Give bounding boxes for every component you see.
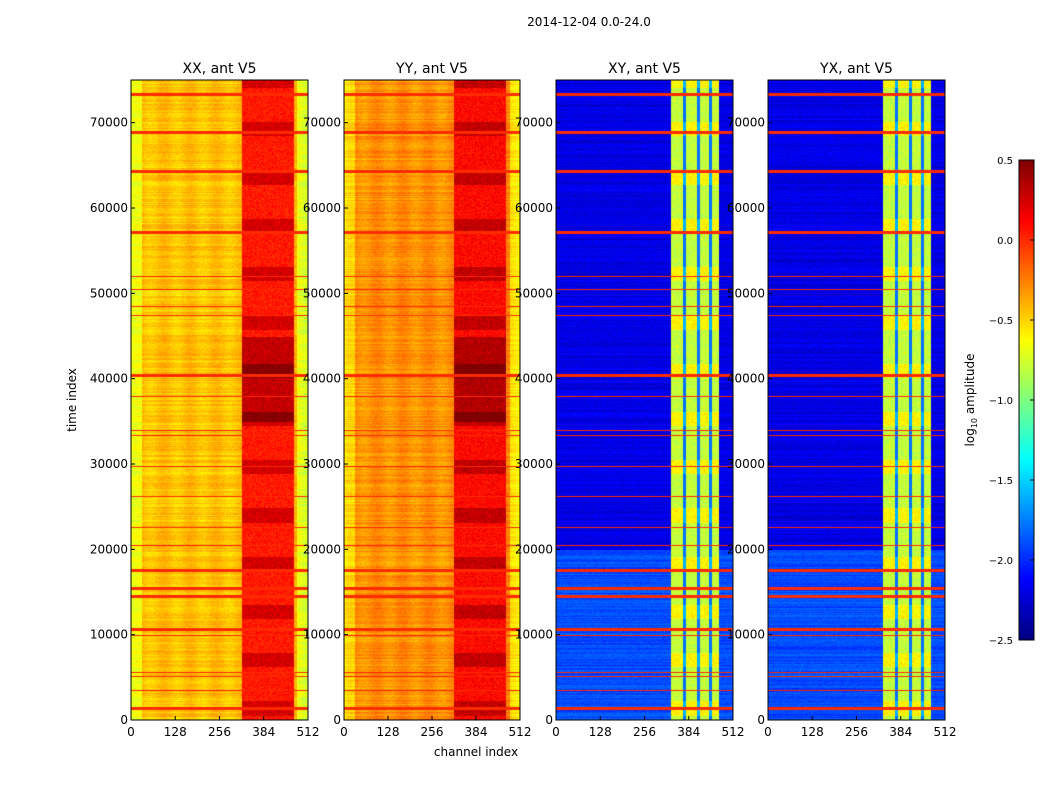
y-tick-label: 0 [120,713,128,727]
colorbar-tick-label: −2.0 [989,556,1013,567]
panel-title: YX, ant V5 [819,61,893,77]
axes-frame [767,79,946,721]
figure-suptitle: 2014-12-04 0.0-24.0 [527,15,651,29]
x-tick-label: 256 [845,725,868,739]
heatmap-xx [131,80,308,720]
panel-title: YY, ant V5 [395,61,468,77]
y-tick-label: 0 [545,713,553,727]
x-tick-label: 0 [127,725,135,739]
y-tick-label: 60000 [727,201,765,215]
x-tick-label: 384 [889,725,912,739]
y-tick-label: 50000 [727,286,765,300]
y-tick-label: 30000 [727,457,765,471]
x-tick-label: 384 [465,725,488,739]
colorbar-tick-label: −0.5 [989,316,1013,327]
axes-frame [130,79,309,721]
y-tick-label: 60000 [303,201,341,215]
y-tick-label: 20000 [727,542,765,556]
y-tick-label: 60000 [90,201,128,215]
x-tick-label: 128 [377,725,400,739]
x-tick-label: 128 [589,725,612,739]
x-tick-label: 512 [297,725,320,739]
colorbar-label: log10 amplitude [963,354,979,447]
axes-frame [343,79,521,721]
x-tick-label: 512 [509,725,532,739]
x-axis-label: channel index [434,745,518,759]
y-tick-label: 70000 [303,116,341,130]
y-tick-label: 30000 [515,457,553,471]
y-tick-label: 70000 [727,116,765,130]
x-tick-label: 256 [633,725,656,739]
y-tick-label: 10000 [90,628,128,642]
y-tick-label: 40000 [515,372,553,386]
x-tick-label: 0 [340,725,348,739]
y-tick-label: 30000 [303,457,341,471]
panel-title: XY, ant V5 [608,61,681,77]
y-tick-label: 50000 [515,286,553,300]
y-axis-label: time index [65,368,79,432]
y-tick-label: 50000 [90,286,128,300]
heatmap-yy [344,80,520,720]
x-tick-label: 0 [764,725,772,739]
y-tick-label: 40000 [727,372,765,386]
y-tick-label: 60000 [515,201,553,215]
colorbar-tick-label: 0.0 [997,236,1013,247]
x-tick-label: 384 [677,725,700,739]
colorbar [1019,160,1034,640]
heatmap-yx [768,80,945,720]
y-tick-label: 20000 [90,542,128,556]
x-tick-label: 384 [252,725,275,739]
x-tick-label: 256 [208,725,231,739]
panel-title: XX, ant V5 [183,61,257,77]
y-tick-label: 70000 [90,116,128,130]
x-tick-label: 128 [801,725,824,739]
x-tick-label: 512 [934,725,957,739]
x-tick-label: 256 [421,725,444,739]
x-tick-label: 0 [552,725,560,739]
y-tick-label: 40000 [303,372,341,386]
x-tick-label: 512 [722,725,745,739]
x-tick-label: 128 [164,725,187,739]
y-tick-label: 40000 [90,372,128,386]
y-tick-label: 20000 [515,542,553,556]
y-tick-label: 20000 [303,542,341,556]
colorbar-tick-label: −2.5 [989,636,1013,647]
axes-frame [555,79,734,721]
colorbar-tick-label: 0.5 [997,156,1013,167]
y-tick-label: 0 [757,713,765,727]
y-tick-label: 30000 [90,457,128,471]
y-tick-label: 10000 [727,628,765,642]
y-tick-label: 10000 [303,628,341,642]
y-tick-label: 50000 [303,286,341,300]
colorbar-tick-label: −1.0 [989,396,1013,407]
y-tick-label: 10000 [515,628,553,642]
y-tick-label: 0 [333,713,341,727]
colorbar-tick-label: −1.5 [989,476,1013,487]
y-tick-label: 70000 [515,116,553,130]
heatmap-xy [556,80,733,720]
